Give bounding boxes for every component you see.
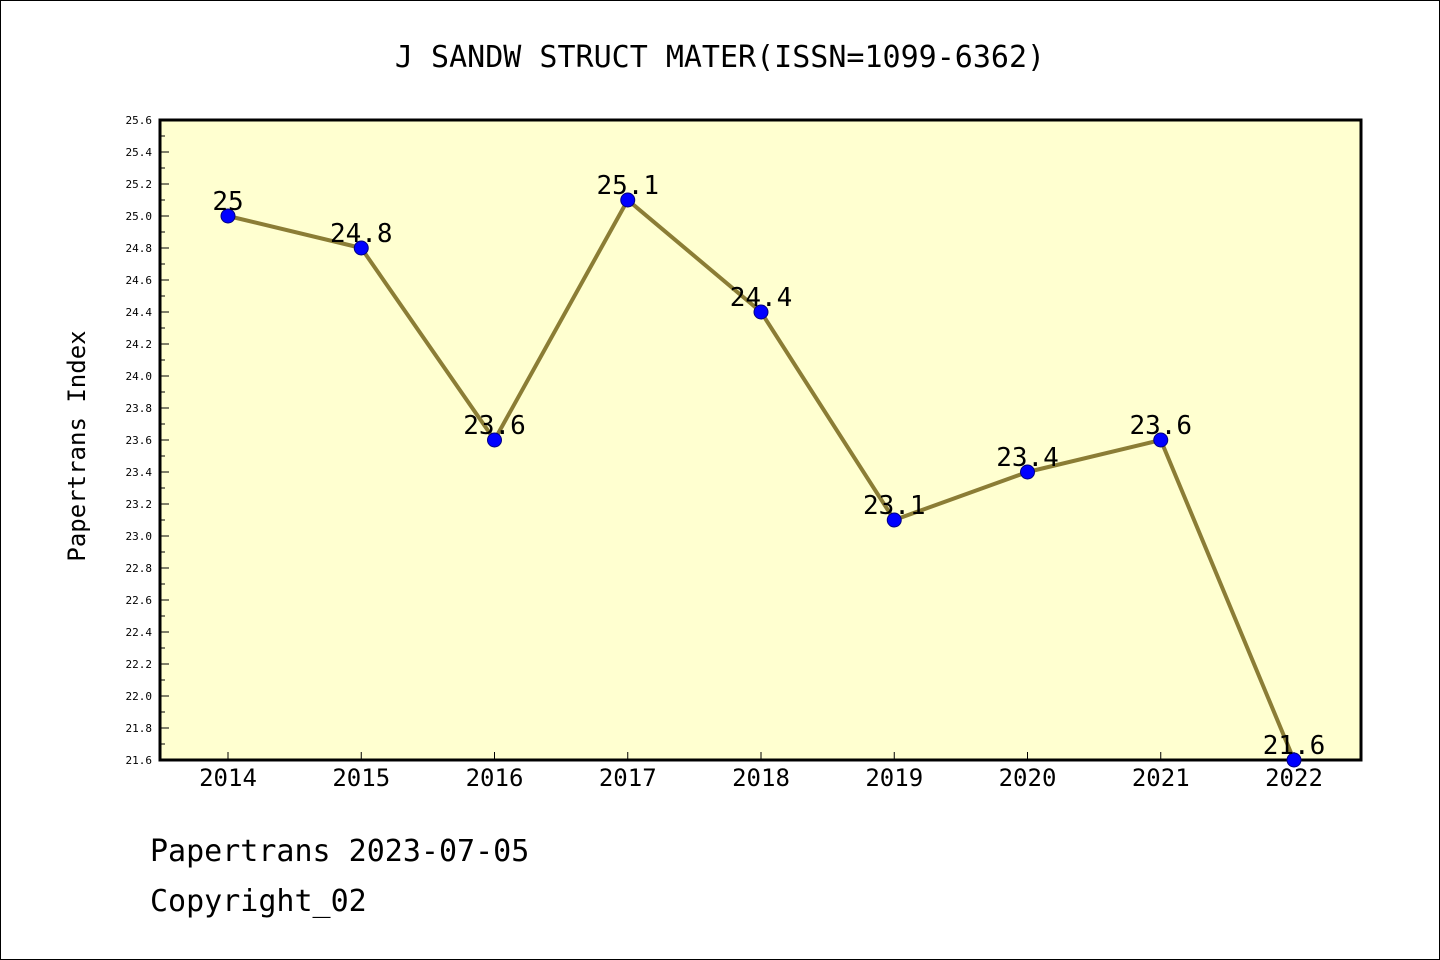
y-tick-label: 21.6 xyxy=(126,754,153,767)
footer-date: Papertrans 2023-07-05 xyxy=(150,834,530,869)
data-point-label: 24.4 xyxy=(730,283,793,313)
chart-title: J SANDW STRUCT MATER(ISSN=1099-6362) xyxy=(395,40,1045,75)
data-point-label: 25.1 xyxy=(596,171,659,201)
y-tick-label: 22.6 xyxy=(126,594,153,607)
data-labels: 25 24.8 23.6 25.1 24.4 23.1 23.4 23.6 21.6 xyxy=(212,171,1325,761)
y-tick-label: 22.8 xyxy=(126,562,153,575)
y-tick-label: 22.4 xyxy=(126,626,153,639)
data-point-label: 24.8 xyxy=(330,219,393,249)
y-tick-label: 23.0 xyxy=(126,530,153,543)
y-tick-label: 22.0 xyxy=(126,690,153,703)
x-tick-label: 2022 xyxy=(1265,764,1323,792)
data-point-marker xyxy=(220,208,236,224)
y-tick-label: 24.2 xyxy=(126,338,153,351)
x-tick-label: 2020 xyxy=(999,764,1057,792)
x-tick-label: 2016 xyxy=(466,764,524,792)
y-tick-label: 23.2 xyxy=(126,498,153,511)
data-point-marker xyxy=(753,304,769,320)
x-tick-label: 2015 xyxy=(332,764,390,792)
x-axis-tick-labels: 2014 2015 2016 2017 2018 2019 2020 2021 2022 xyxy=(199,764,1323,792)
data-point-label: 23.4 xyxy=(996,443,1059,473)
x-tick-label: 2018 xyxy=(732,764,790,792)
y-tick-label: 24.0 xyxy=(126,370,153,383)
y-tick-label: 25.4 xyxy=(126,146,153,159)
data-point-marker xyxy=(886,512,902,528)
y-axis-ticks xyxy=(160,119,169,761)
data-point-marker xyxy=(1153,432,1169,448)
y-tick-label: 24.4 xyxy=(126,306,153,319)
footer-copyright: Copyright_02 xyxy=(150,884,367,919)
x-tick-label: 2019 xyxy=(865,764,923,792)
data-point-label: 25 xyxy=(212,187,243,217)
x-tick-label: 2014 xyxy=(199,764,257,792)
y-tick-label: 23.6 xyxy=(126,434,153,447)
y-tick-label: 25.0 xyxy=(126,210,153,223)
data-point-marker xyxy=(487,432,502,448)
y-tick-label: 21.8 xyxy=(126,722,153,735)
y-tick-label: 25.6 xyxy=(126,114,153,127)
y-tick-label: 24.8 xyxy=(126,242,153,255)
x-tick-label: 2021 xyxy=(1132,764,1190,792)
series-markers xyxy=(220,192,1302,768)
data-point-marker xyxy=(620,192,636,208)
x-tick-label: 2017 xyxy=(599,764,657,792)
y-tick-label: 23.4 xyxy=(126,466,153,479)
data-point-marker xyxy=(353,240,369,256)
data-point-marker xyxy=(1020,464,1035,480)
data-point-marker xyxy=(1286,752,1302,768)
y-tick-label: 22.2 xyxy=(126,658,153,671)
y-tick-label: 23.8 xyxy=(126,402,153,415)
data-point-label: 23.1 xyxy=(863,491,926,521)
data-point-label: 23.6 xyxy=(1129,411,1192,441)
y-axis-tick-labels: 21.6 21.8 22.0 22.2 22.4 22.6 22.8 23.0 23.2 23.4… xyxy=(126,114,153,767)
data-point-label: 21.6 xyxy=(1263,731,1326,761)
y-axis-label: Papertrans Index xyxy=(63,330,91,561)
y-tick-label: 24.6 xyxy=(126,274,153,287)
data-point-label: 23.6 xyxy=(463,411,526,441)
y-tick-label: 25.2 xyxy=(126,178,153,191)
